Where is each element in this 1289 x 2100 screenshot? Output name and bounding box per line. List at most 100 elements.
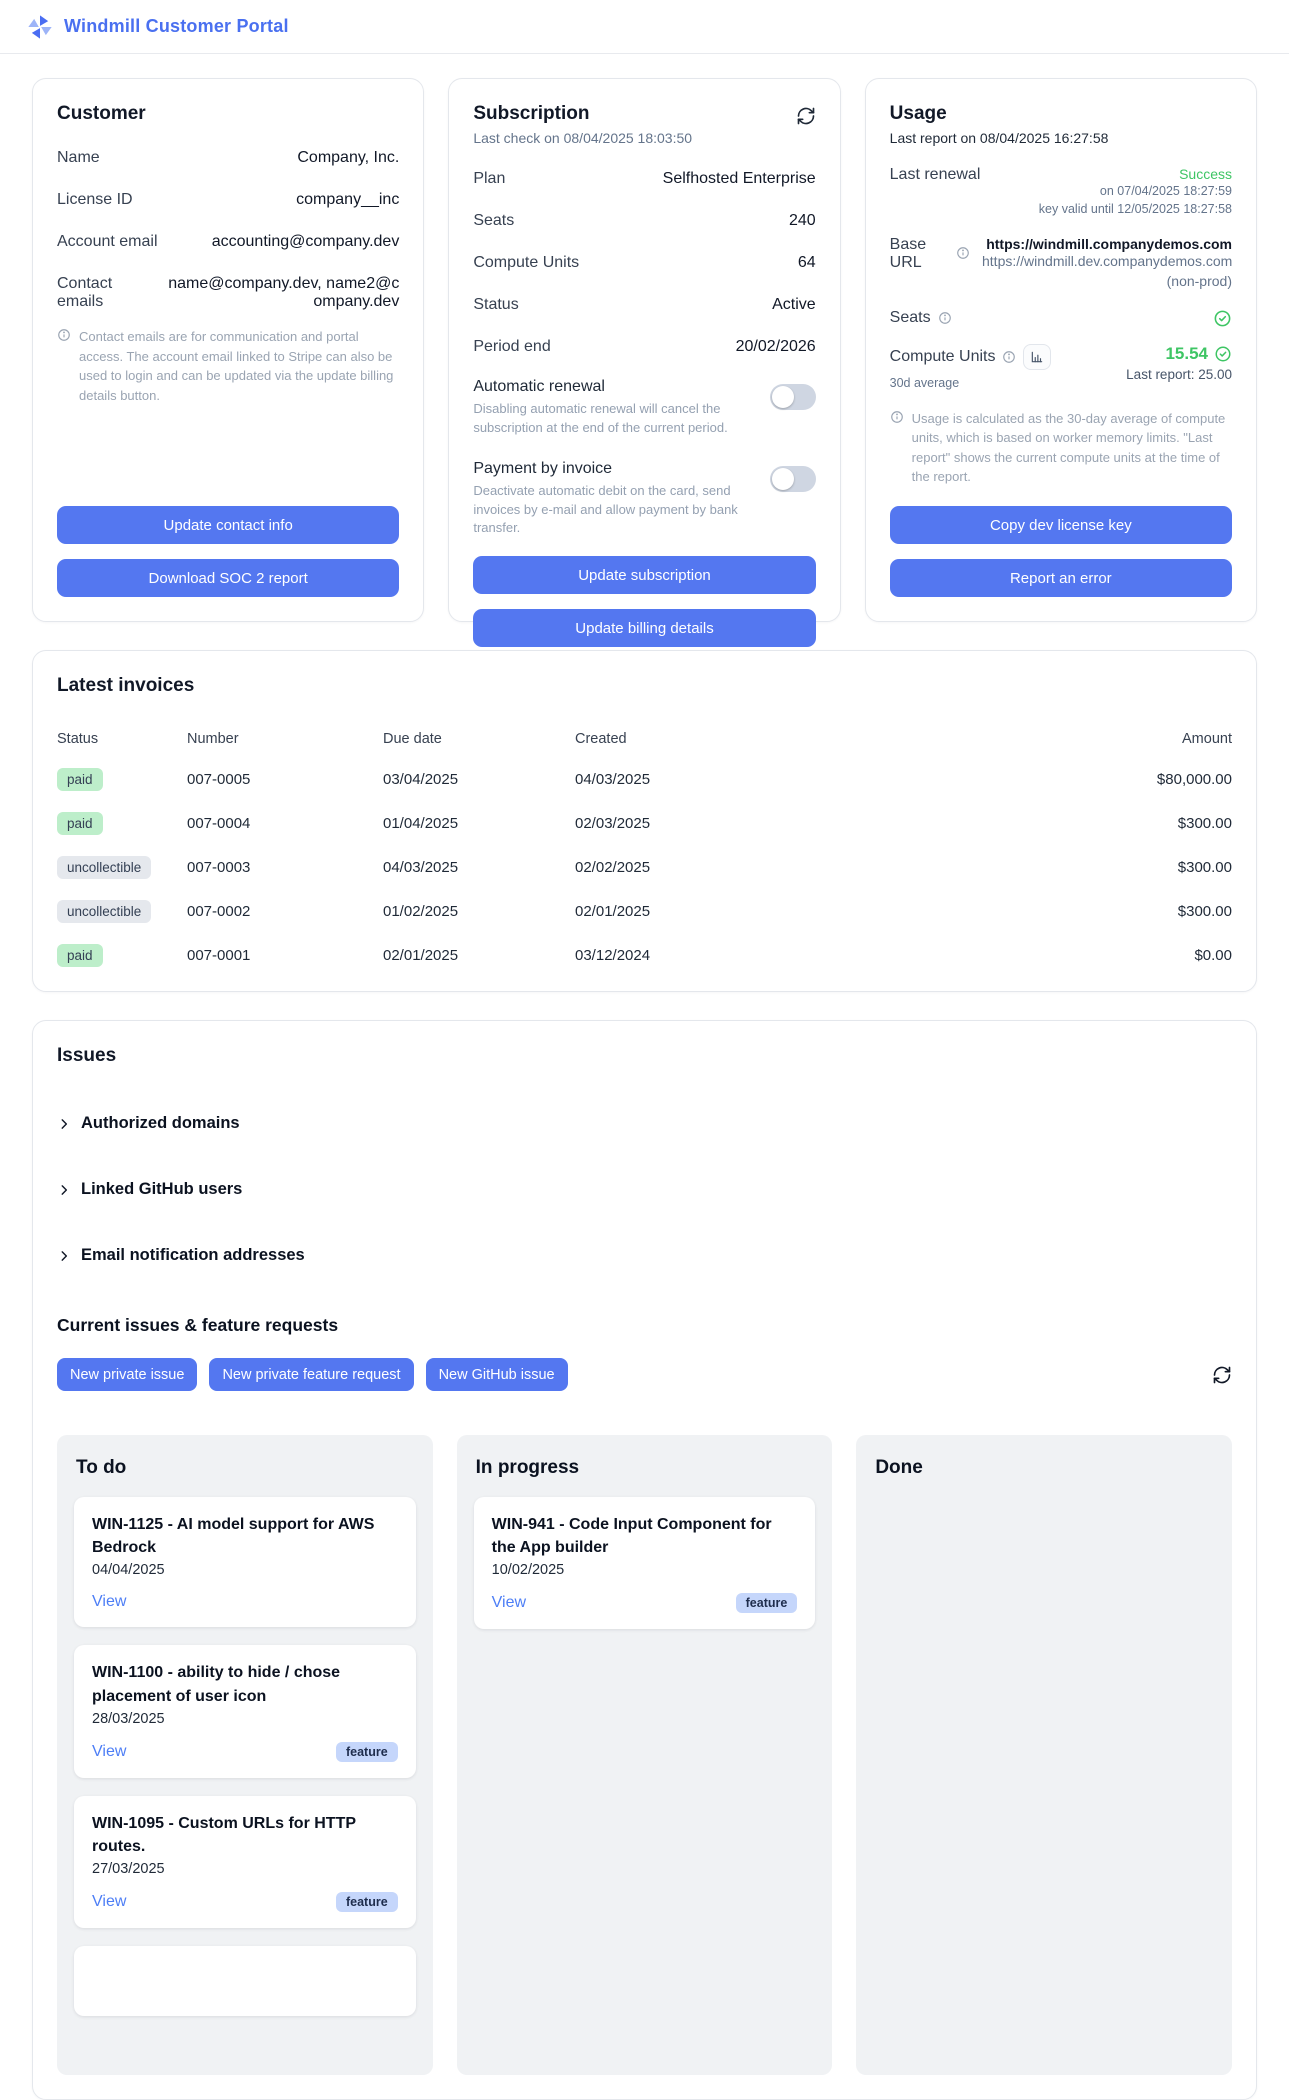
chevron-right-icon [57,1249,71,1263]
invoice-status-badge: uncollectible [57,856,152,879]
compute-units-row: Compute Units 64 [473,254,816,271]
refresh-issues-icon[interactable] [1212,1365,1232,1385]
update-subscription-button[interactable]: Update subscription [473,556,816,595]
info-icon[interactable] [956,246,970,260]
invoice-number: 007-0004 [187,815,251,832]
last-renewal-status: Success [1179,166,1232,182]
download-soc2-report-button[interactable]: Download SOC 2 report [57,559,400,597]
update-billing-details-button[interactable]: Update billing details [473,609,816,648]
last-renewal-row: Last renewal Success on 07/04/2025 18:27… [890,166,1232,218]
issue-view-link[interactable]: View [92,1742,127,1760]
contact-emails-label: Contact emails [57,275,113,310]
info-icon[interactable] [1002,350,1016,364]
compute-units-value: 15.54 [1165,344,1208,364]
issue-view-link[interactable]: View [92,1593,127,1611]
usage-seats-label: Seats [889,309,931,327]
feature-tag: feature [335,1892,398,1913]
email-notification-addresses-collapsible[interactable]: Email notification addresses [57,1246,1232,1265]
payment-by-invoice-description: Deactivate automatic debit on the card, … [473,482,738,536]
app-header: Windmill Customer Portal [0,0,1289,54]
latest-invoices-card: Latest invoices Status Number Due date C… [32,650,1257,992]
board-column-in-progress: In progress WIN-941 - Code Input Compone… [456,1435,833,2075]
contact-emails-note: Contact emails are for communication and… [57,327,399,405]
plan-row: Plan Selfhosted Enterprise [473,170,816,187]
subscription-card-title: Subscription [473,103,590,124]
contact-emails-row: Contact emails name@company.dev, name2@c… [57,275,399,311]
invoice-created-date: 02/01/2025 [575,903,651,920]
compute-ok-check-circle-icon [1214,345,1232,363]
invoice-created-date: 03/12/2024 [575,947,651,964]
usage-seats-row: Seats [890,309,1232,328]
license-id-row: License ID company__inc [57,191,399,209]
issue-view-link[interactable]: View [491,1594,527,1612]
usage-compute-units-row: Compute Units 30d average [890,344,1232,392]
invoice-row: paid 007-0001 02/01/2025 03/12/2024 $0.0… [57,944,1232,967]
invoice-row: paid 007-0005 03/04/2025 04/03/2025 $80,… [57,768,1232,791]
linked-github-users-collapsible[interactable]: Linked GitHub users [57,1180,1232,1199]
new-github-issue-button[interactable]: New GitHub issue [425,1358,568,1391]
compute-units-chart-button[interactable] [1023,344,1052,371]
invoice-due-date: 01/04/2025 [383,815,459,832]
issue-card-date: 28/03/2025 [92,1710,165,1727]
seats-row: Seats 240 [473,212,816,229]
automatic-renewal-toggle[interactable] [769,384,816,410]
new-private-feature-request-button[interactable]: New private feature request [209,1358,414,1391]
usage-card: Usage Last report on 08/04/2025 16:27:58… [864,78,1257,622]
update-contact-info-button[interactable]: Update contact info [57,506,400,544]
copy-dev-license-key-button[interactable]: Copy dev license key [889,506,1232,544]
license-id-value: company__inc [296,191,400,208]
app-title: Windmill Customer Portal [64,16,289,36]
invoice-amount: $300.00 [1177,815,1232,832]
base-url-nonprod: https://windmill.dev.companydemos.com (n… [982,253,1233,289]
subscription-last-check: Last check on 08/04/2025 18:03:50 [473,130,693,146]
period-end-row: Period end 20/02/2026 [473,338,816,355]
info-icon[interactable] [938,311,952,325]
board-column-done: Done [856,1435,1232,2075]
payment-by-invoice-toggle[interactable] [769,465,816,492]
invoice-due-date: 01/02/2025 [383,903,459,920]
invoice-amount: $80,000.00 [1156,771,1232,788]
refresh-subscription-icon[interactable] [796,106,816,126]
issue-card-title: WIN-1125 - AI model support for AWS Bedr… [92,1516,375,1557]
latest-invoices-title: Latest invoices [57,675,195,696]
invoice-status-badge: paid [57,768,103,791]
customer-card: Customer Name Company, Inc. License ID c… [32,78,425,622]
feature-tag: feature [735,1593,798,1614]
invoice-created-date: 02/02/2025 [575,859,651,876]
customer-name-row: Name Company, Inc. [57,149,399,167]
customer-name-label: Name [57,149,100,166]
issue-card: WIN-1095 - Custom URLs for HTTP routes. … [74,1795,416,1929]
feature-tag: feature [335,1741,398,1762]
compute-units-sublabel: 30d average [889,376,960,391]
invoice-created-date: 02/03/2025 [575,815,651,832]
compute-units-last-report: Last report: 25.00 [1126,367,1232,383]
main-content: Customer Name Company, Inc. License ID c… [0,54,1289,2100]
invoice-amount: $0.00 [1194,947,1232,964]
report-an-error-button[interactable]: Report an error [889,559,1232,597]
issues-card: Issues Authorized domains Linked GitHub … [32,1020,1257,2100]
invoice-status-badge: uncollectible [57,900,152,923]
invoice-due-date: 04/03/2025 [383,859,459,876]
current-issues-title: Current issues & feature requests [57,1315,339,1335]
invoice-number: 007-0002 [187,903,251,920]
new-private-issue-button[interactable]: New private issue [57,1358,198,1391]
invoice-status-badge: paid [57,944,103,967]
issue-card-date: 04/04/2025 [92,1562,165,1579]
issue-card-stub [74,1946,416,2017]
contact-emails-value: name@company.dev, name2@company.dev [168,275,400,310]
seats-ok-check-circle-icon [1213,309,1232,328]
authorized-domains-collapsible[interactable]: Authorized domains [57,1114,1232,1133]
base-url-label: Base URL [889,236,927,272]
issue-card: WIN-1100 - ability to hide / chose place… [74,1645,416,1778]
base-url-prod: https://windmill.companydemos.com [986,236,1232,253]
status-row: Status Active [473,296,816,313]
issue-actions-row: New private issue New private feature re… [57,1358,1232,1391]
issue-view-link[interactable]: View [92,1893,127,1911]
issue-card-date: 10/02/2025 [491,1562,565,1579]
account-email-row: Account email accounting@company.dev [57,233,399,251]
invoice-due-date: 02/01/2025 [383,947,459,964]
issue-card-title: WIN-1100 - ability to hide / chose place… [92,1664,341,1705]
subscription-card: Subscription Last check on 08/04/2025 18… [448,78,841,648]
info-icon [57,327,71,405]
issues-board: To do WIN-1125 - AI model support for AW… [57,1435,1232,2075]
